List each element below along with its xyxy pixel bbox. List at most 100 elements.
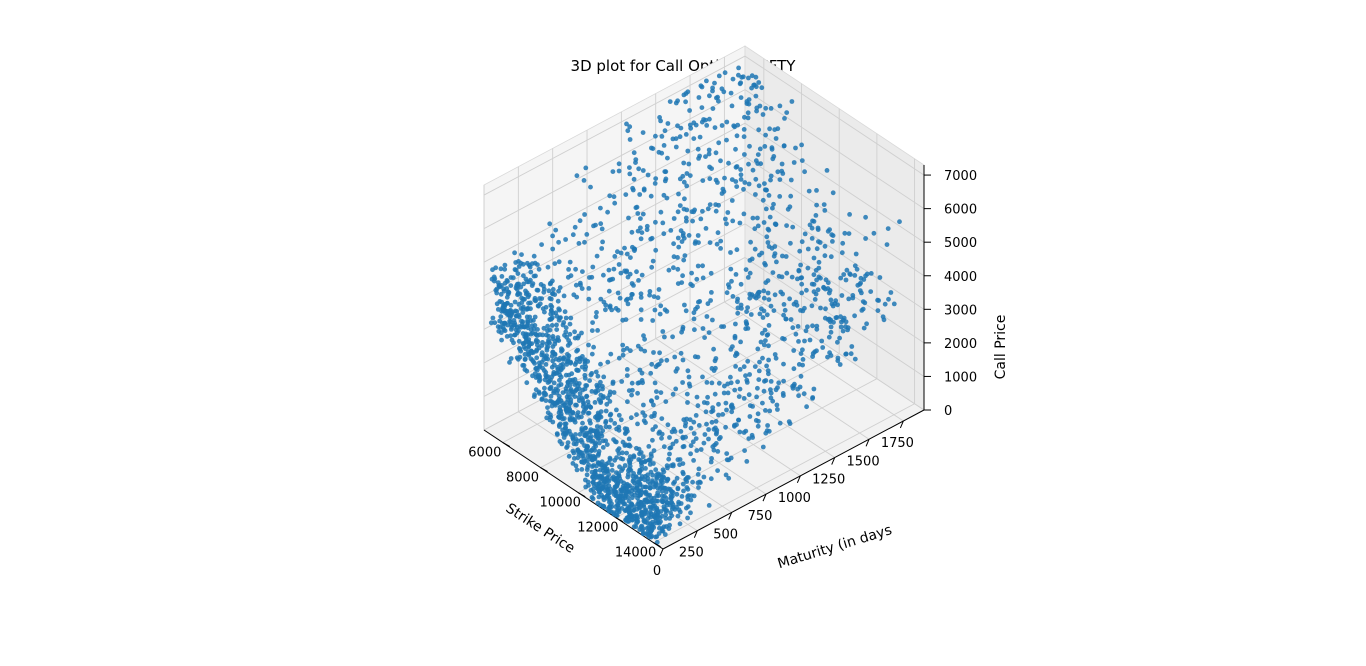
data-point <box>762 181 767 187</box>
data-point <box>638 476 644 482</box>
data-point <box>669 488 674 494</box>
data-point <box>649 523 655 528</box>
data-point <box>644 491 649 497</box>
data-point <box>701 400 707 405</box>
data-point <box>765 290 771 296</box>
data-point <box>862 300 868 306</box>
data-point <box>628 255 633 260</box>
data-point <box>638 216 643 222</box>
data-point <box>790 224 796 230</box>
data-point <box>815 287 821 293</box>
data-point <box>793 145 798 151</box>
data-point <box>721 390 727 396</box>
data-point <box>871 230 877 236</box>
data-point <box>814 348 819 354</box>
data-point <box>574 467 580 473</box>
data-point <box>648 511 654 516</box>
data-point <box>508 302 514 308</box>
data-point <box>798 308 803 313</box>
data-point <box>705 206 711 212</box>
z-tick-label: 2000 <box>944 337 977 352</box>
data-point <box>766 297 772 302</box>
data-point <box>637 367 643 373</box>
data-point <box>659 513 665 519</box>
data-point <box>675 281 681 286</box>
data-point <box>540 332 546 338</box>
data-point <box>756 368 762 374</box>
data-point <box>767 408 773 414</box>
data-point <box>660 499 666 504</box>
data-point <box>745 110 751 116</box>
data-point <box>704 78 709 84</box>
data-point <box>610 381 616 386</box>
data-point <box>614 455 619 460</box>
data-point <box>763 430 769 436</box>
data-point <box>628 512 634 518</box>
data-point <box>639 272 645 278</box>
data-point <box>495 324 501 330</box>
data-point <box>745 115 751 121</box>
data-point <box>575 347 581 353</box>
data-point <box>649 454 654 459</box>
data-point <box>756 183 762 189</box>
data-point <box>591 344 596 350</box>
data-point <box>742 152 747 157</box>
data-point <box>675 209 681 215</box>
data-point <box>681 257 687 263</box>
data-point <box>686 161 692 167</box>
data-point <box>552 341 558 347</box>
data-point <box>542 392 547 398</box>
data-point <box>726 282 731 288</box>
data-point <box>627 467 633 473</box>
data-point <box>541 325 547 331</box>
data-point <box>709 419 715 425</box>
x-tick-label: 12000 <box>577 521 618 536</box>
data-point <box>665 477 671 482</box>
data-point <box>627 165 632 171</box>
data-point <box>783 254 789 259</box>
data-point <box>563 329 569 335</box>
data-point <box>813 267 819 273</box>
data-point <box>591 490 597 496</box>
data-point <box>680 357 686 363</box>
data-point <box>669 513 675 519</box>
data-point <box>843 351 849 357</box>
data-point <box>515 271 521 276</box>
data-point <box>826 334 832 340</box>
data-point <box>532 323 538 328</box>
data-point <box>632 246 638 252</box>
data-point <box>678 125 684 131</box>
y-tick-mark <box>728 512 733 520</box>
data-point <box>759 306 764 312</box>
data-point <box>723 216 728 222</box>
data-point <box>642 336 647 342</box>
data-point <box>680 435 686 441</box>
data-point <box>560 361 566 367</box>
data-point <box>693 413 699 418</box>
data-point <box>659 474 664 480</box>
data-point <box>704 421 709 427</box>
data-point <box>706 330 712 335</box>
data-point <box>601 394 606 399</box>
data-point <box>677 457 683 462</box>
data-point <box>707 116 712 122</box>
data-point <box>723 424 728 430</box>
data-point <box>533 339 539 345</box>
data-point <box>685 494 690 499</box>
data-point <box>768 303 774 309</box>
data-point <box>761 295 767 301</box>
data-point <box>661 444 667 450</box>
data-point <box>651 402 656 408</box>
data-point <box>636 278 641 283</box>
data-point <box>848 272 853 277</box>
data-point <box>728 266 734 272</box>
data-point <box>795 324 801 329</box>
data-point <box>556 259 562 265</box>
data-point <box>736 394 742 399</box>
data-point <box>687 108 692 113</box>
data-point <box>781 143 787 149</box>
data-point <box>528 327 534 333</box>
data-point <box>652 380 658 386</box>
data-point <box>713 431 719 437</box>
data-point <box>674 491 680 497</box>
